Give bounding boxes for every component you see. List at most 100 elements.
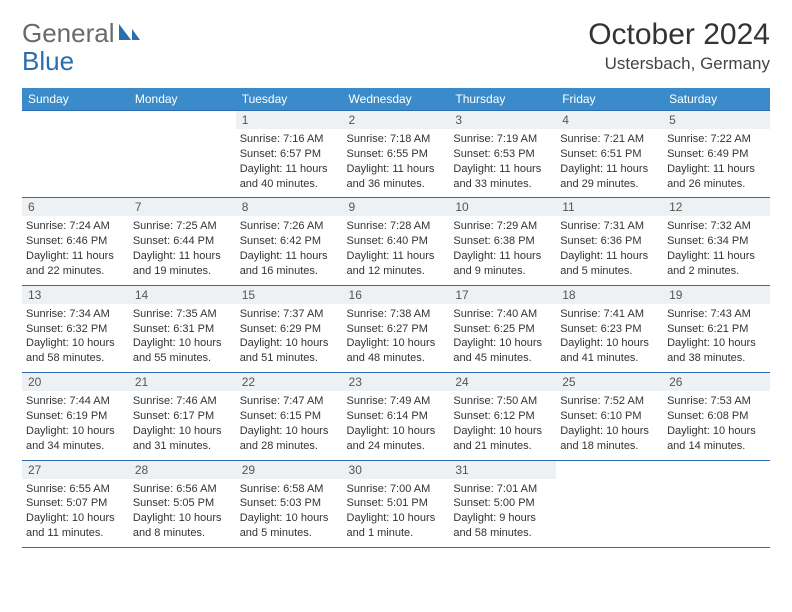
daylight-text: Daylight: 10 hours and 8 minutes. [133,511,232,541]
empty-cell [129,111,236,130]
day-number: 21 [129,373,236,392]
day-cell: Sunrise: 6:55 AMSunset: 5:07 PMDaylight:… [22,479,129,547]
day-number: 18 [556,285,663,304]
day-details: Sunrise: 7:46 AMSunset: 6:17 PMDaylight:… [133,394,232,453]
day-cell: Sunrise: 7:38 AMSunset: 6:27 PMDaylight:… [343,304,450,373]
day-details: Sunrise: 7:43 AMSunset: 6:21 PMDaylight:… [667,307,766,366]
daylight-text: Daylight: 10 hours and 11 minutes. [26,511,125,541]
empty-cell [663,479,770,547]
day-number: 12 [663,198,770,217]
day-details: Sunrise: 7:41 AMSunset: 6:23 PMDaylight:… [560,307,659,366]
day-cell: Sunrise: 7:43 AMSunset: 6:21 PMDaylight:… [663,304,770,373]
day-number: 15 [236,285,343,304]
day-cell: Sunrise: 7:31 AMSunset: 6:36 PMDaylight:… [556,216,663,285]
daylight-text: Daylight: 11 hours and 16 minutes. [240,249,339,279]
day-cell: Sunrise: 7:25 AMSunset: 6:44 PMDaylight:… [129,216,236,285]
weekday-header: Thursday [449,88,556,111]
sunset-text: Sunset: 5:00 PM [453,496,552,511]
empty-cell [22,129,129,198]
day-cell: Sunrise: 7:41 AMSunset: 6:23 PMDaylight:… [556,304,663,373]
day-content-row: Sunrise: 7:34 AMSunset: 6:32 PMDaylight:… [22,304,770,373]
sunset-text: Sunset: 6:15 PM [240,409,339,424]
sunset-text: Sunset: 6:44 PM [133,234,232,249]
day-number: 16 [343,285,450,304]
sunrise-text: Sunrise: 7:46 AM [133,394,232,409]
day-details: Sunrise: 7:28 AMSunset: 6:40 PMDaylight:… [347,219,446,278]
logo-text-1: General [22,18,115,49]
empty-cell [556,460,663,479]
day-cell: Sunrise: 7:26 AMSunset: 6:42 PMDaylight:… [236,216,343,285]
day-cell: Sunrise: 7:18 AMSunset: 6:55 PMDaylight:… [343,129,450,198]
sunset-text: Sunset: 6:57 PM [240,147,339,162]
day-content-row: Sunrise: 7:24 AMSunset: 6:46 PMDaylight:… [22,216,770,285]
day-number: 31 [449,460,556,479]
sunset-text: Sunset: 6:08 PM [667,409,766,424]
sunset-text: Sunset: 6:34 PM [667,234,766,249]
day-cell: Sunrise: 7:21 AMSunset: 6:51 PMDaylight:… [556,129,663,198]
sunrise-text: Sunrise: 6:55 AM [26,482,125,497]
day-details: Sunrise: 7:31 AMSunset: 6:36 PMDaylight:… [560,219,659,278]
day-details: Sunrise: 7:21 AMSunset: 6:51 PMDaylight:… [560,132,659,191]
day-cell: Sunrise: 7:19 AMSunset: 6:53 PMDaylight:… [449,129,556,198]
title-block: October 2024 Ustersbach, Germany [588,18,770,74]
day-number: 1 [236,111,343,130]
day-details: Sunrise: 7:18 AMSunset: 6:55 PMDaylight:… [347,132,446,191]
day-details: Sunrise: 7:37 AMSunset: 6:29 PMDaylight:… [240,307,339,366]
day-details: Sunrise: 7:26 AMSunset: 6:42 PMDaylight:… [240,219,339,278]
weekday-header: Saturday [663,88,770,111]
day-cell: Sunrise: 7:29 AMSunset: 6:38 PMDaylight:… [449,216,556,285]
day-details: Sunrise: 7:22 AMSunset: 6:49 PMDaylight:… [667,132,766,191]
daylight-text: Daylight: 11 hours and 26 minutes. [667,162,766,192]
day-details: Sunrise: 7:29 AMSunset: 6:38 PMDaylight:… [453,219,552,278]
sunrise-text: Sunrise: 7:38 AM [347,307,446,322]
day-cell: Sunrise: 7:46 AMSunset: 6:17 PMDaylight:… [129,391,236,460]
day-details: Sunrise: 7:53 AMSunset: 6:08 PMDaylight:… [667,394,766,453]
empty-cell [663,460,770,479]
day-cell: Sunrise: 7:44 AMSunset: 6:19 PMDaylight:… [22,391,129,460]
day-details: Sunrise: 7:16 AMSunset: 6:57 PMDaylight:… [240,132,339,191]
header: General October 2024 Ustersbach, Germany [22,18,770,74]
day-cell: Sunrise: 7:00 AMSunset: 5:01 PMDaylight:… [343,479,450,547]
sunrise-text: Sunrise: 7:32 AM [667,219,766,234]
day-details: Sunrise: 7:19 AMSunset: 6:53 PMDaylight:… [453,132,552,191]
day-number: 14 [129,285,236,304]
day-cell: Sunrise: 7:22 AMSunset: 6:49 PMDaylight:… [663,129,770,198]
day-details: Sunrise: 7:50 AMSunset: 6:12 PMDaylight:… [453,394,552,453]
daylight-text: Daylight: 10 hours and 18 minutes. [560,424,659,454]
day-number: 11 [556,198,663,217]
day-cell: Sunrise: 7:52 AMSunset: 6:10 PMDaylight:… [556,391,663,460]
day-details: Sunrise: 7:38 AMSunset: 6:27 PMDaylight:… [347,307,446,366]
day-cell: Sunrise: 7:32 AMSunset: 6:34 PMDaylight:… [663,216,770,285]
sunrise-text: Sunrise: 7:25 AM [133,219,232,234]
day-cell: Sunrise: 7:28 AMSunset: 6:40 PMDaylight:… [343,216,450,285]
day-number: 10 [449,198,556,217]
sunset-text: Sunset: 6:27 PM [347,322,446,337]
day-cell: Sunrise: 7:50 AMSunset: 6:12 PMDaylight:… [449,391,556,460]
sunrise-text: Sunrise: 7:18 AM [347,132,446,147]
day-cell: Sunrise: 7:37 AMSunset: 6:29 PMDaylight:… [236,304,343,373]
day-cell: Sunrise: 6:56 AMSunset: 5:05 PMDaylight:… [129,479,236,547]
sunset-text: Sunset: 6:14 PM [347,409,446,424]
daylight-text: Daylight: 10 hours and 58 minutes. [26,336,125,366]
sunset-text: Sunset: 6:55 PM [347,147,446,162]
logo: General [22,18,141,49]
day-details: Sunrise: 6:58 AMSunset: 5:03 PMDaylight:… [240,482,339,541]
daylight-text: Daylight: 10 hours and 31 minutes. [133,424,232,454]
calendar-body: 12345Sunrise: 7:16 AMSunset: 6:57 PMDayl… [22,111,770,547]
day-cell: Sunrise: 7:35 AMSunset: 6:31 PMDaylight:… [129,304,236,373]
sunrise-text: Sunrise: 7:35 AM [133,307,232,322]
daylight-text: Daylight: 10 hours and 5 minutes. [240,511,339,541]
sunset-text: Sunset: 6:40 PM [347,234,446,249]
day-number: 23 [343,373,450,392]
empty-cell [129,129,236,198]
sunrise-text: Sunrise: 7:29 AM [453,219,552,234]
calendar-table: SundayMondayTuesdayWednesdayThursdayFrid… [22,88,770,547]
bottom-rule [22,547,770,548]
location: Ustersbach, Germany [588,54,770,74]
sunset-text: Sunset: 6:46 PM [26,234,125,249]
sunrise-text: Sunrise: 7:50 AM [453,394,552,409]
day-number: 7 [129,198,236,217]
day-number: 8 [236,198,343,217]
sunset-text: Sunset: 6:17 PM [133,409,232,424]
logo-sail-icon [117,22,141,44]
